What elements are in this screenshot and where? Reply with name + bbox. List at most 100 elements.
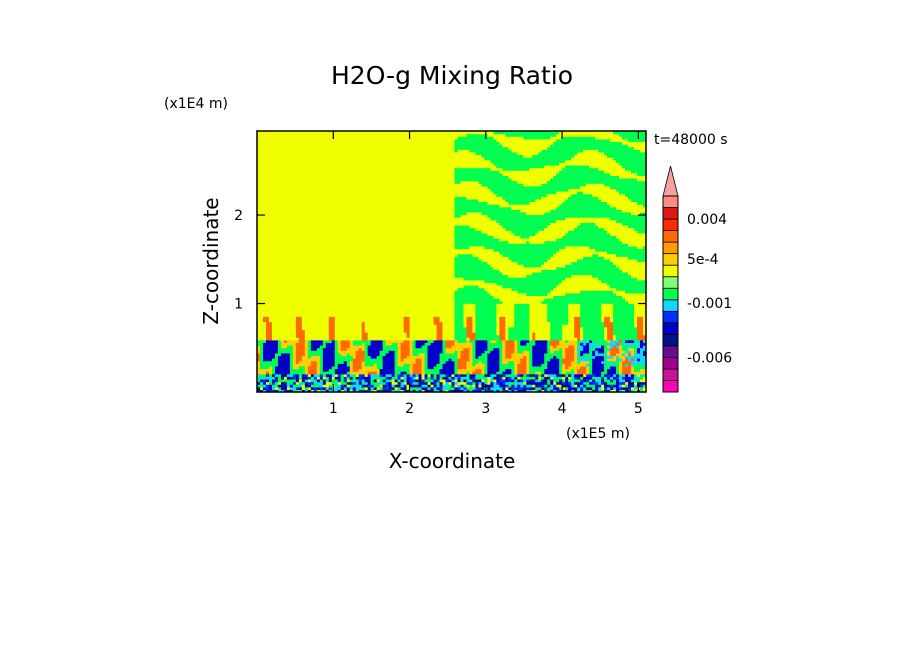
heatmap-cell	[304, 258, 309, 263]
heatmap-cell	[280, 305, 285, 310]
heatmap-cell	[265, 253, 270, 257]
heatmap-cell	[274, 154, 279, 158]
heatmap-cell	[313, 277, 318, 281]
heatmap-cell	[280, 384, 285, 388]
heatmap-cell	[322, 146, 327, 150]
heatmap-cell	[307, 245, 312, 250]
heatmap-cell	[316, 248, 321, 252]
heatmap-cell	[322, 282, 327, 286]
heatmap-cell	[274, 355, 279, 359]
heatmap-cell	[268, 141, 273, 145]
heatmap-cell	[298, 334, 303, 338]
heatmap-cell	[304, 287, 309, 291]
heatmap-cell	[313, 201, 318, 205]
heatmap-cell	[289, 170, 294, 174]
heatmap-cell	[316, 232, 321, 236]
heatmap-cell	[325, 371, 330, 375]
heatmap-cell	[316, 222, 321, 226]
heatmap-cell	[292, 389, 297, 392]
heatmap-cell	[265, 303, 270, 307]
heatmap-cell	[271, 151, 276, 156]
heatmap-cell	[268, 146, 273, 150]
heatmap-cell	[322, 329, 327, 333]
heatmap-cell	[257, 311, 261, 315]
heatmap-cell	[301, 279, 306, 283]
heatmap-cell	[268, 159, 273, 163]
heatmap-cell	[259, 172, 264, 176]
heatmap-cell	[271, 264, 276, 268]
heatmap-cell	[259, 164, 264, 169]
heatmap-cell	[262, 358, 267, 362]
heatmap-cell	[259, 313, 264, 317]
heatmap-cell	[283, 191, 288, 195]
heatmap-cell	[265, 292, 270, 297]
heatmap-cell	[316, 329, 321, 333]
heatmap-cell	[316, 290, 321, 294]
heatmap-cell	[310, 264, 315, 268]
heatmap-cell	[310, 157, 315, 161]
heatmap-cell	[277, 308, 282, 312]
heatmap-cell	[313, 245, 318, 250]
heatmap-cell	[301, 204, 306, 208]
heatmap-cell	[274, 287, 279, 291]
heatmap-cell	[322, 311, 327, 315]
heatmap-cell	[283, 164, 288, 169]
heatmap-cell	[271, 337, 276, 341]
heatmap-cell	[313, 376, 318, 380]
heatmap-cell	[295, 345, 300, 349]
heatmap-cell	[298, 151, 303, 156]
heatmap-cell	[271, 368, 276, 372]
heatmap-cell	[257, 287, 261, 291]
heatmap-cell	[274, 290, 279, 294]
heatmap-cell	[304, 253, 309, 257]
heatmap-cell	[271, 282, 276, 286]
heatmap-cell	[259, 159, 264, 163]
heatmap-cell	[262, 284, 267, 289]
heatmap-cell	[265, 365, 270, 370]
heatmap-cell	[274, 381, 279, 385]
heatmap-cell	[313, 339, 318, 344]
heatmap-cell	[280, 298, 285, 302]
heatmap-cell	[304, 227, 309, 231]
heatmap-cell	[319, 224, 324, 229]
heatmap-cell	[265, 376, 270, 380]
heatmap-cell	[271, 373, 276, 377]
heatmap-cell	[277, 144, 282, 148]
heatmap-cell	[274, 365, 279, 370]
heatmap-cell	[298, 316, 303, 320]
heatmap-cell	[313, 284, 318, 289]
heatmap-cell	[274, 211, 279, 216]
heatmap-cell	[286, 230, 291, 234]
heatmap-cell	[316, 214, 321, 218]
heatmap-cell	[268, 308, 273, 312]
heatmap-cell	[280, 170, 285, 174]
heatmap-cell	[277, 164, 282, 169]
heatmap-cell	[313, 253, 318, 257]
heatmap-cell	[277, 261, 282, 265]
heatmap-cell	[313, 287, 318, 291]
heatmap-cell	[301, 339, 306, 344]
heatmap-cell	[289, 131, 294, 135]
heatmap-cell	[301, 185, 306, 190]
y-axis-unit: (x1E4 m)	[164, 96, 228, 112]
heatmap-cell	[259, 350, 264, 354]
heatmap-cell	[257, 324, 261, 328]
heatmap-cell	[283, 136, 288, 140]
heatmap-cell	[277, 378, 282, 383]
heatmap-cell	[298, 235, 303, 239]
heatmap-cell	[313, 371, 318, 375]
heatmap-cell	[322, 131, 327, 135]
heatmap-cell	[274, 201, 279, 205]
heatmap-cell	[283, 337, 288, 341]
heatmap-cell	[277, 290, 282, 294]
heatmap-cell	[271, 350, 276, 354]
heatmap-cell	[268, 251, 273, 255]
heatmap-cell	[319, 373, 324, 377]
heatmap-cell	[313, 193, 318, 197]
heatmap-cell	[301, 378, 306, 383]
heatmap-cell	[307, 232, 312, 236]
heatmap-cell	[307, 238, 312, 242]
heatmap-cell	[310, 266, 315, 270]
heatmap-cell	[319, 295, 324, 299]
heatmap-cell	[268, 303, 273, 307]
